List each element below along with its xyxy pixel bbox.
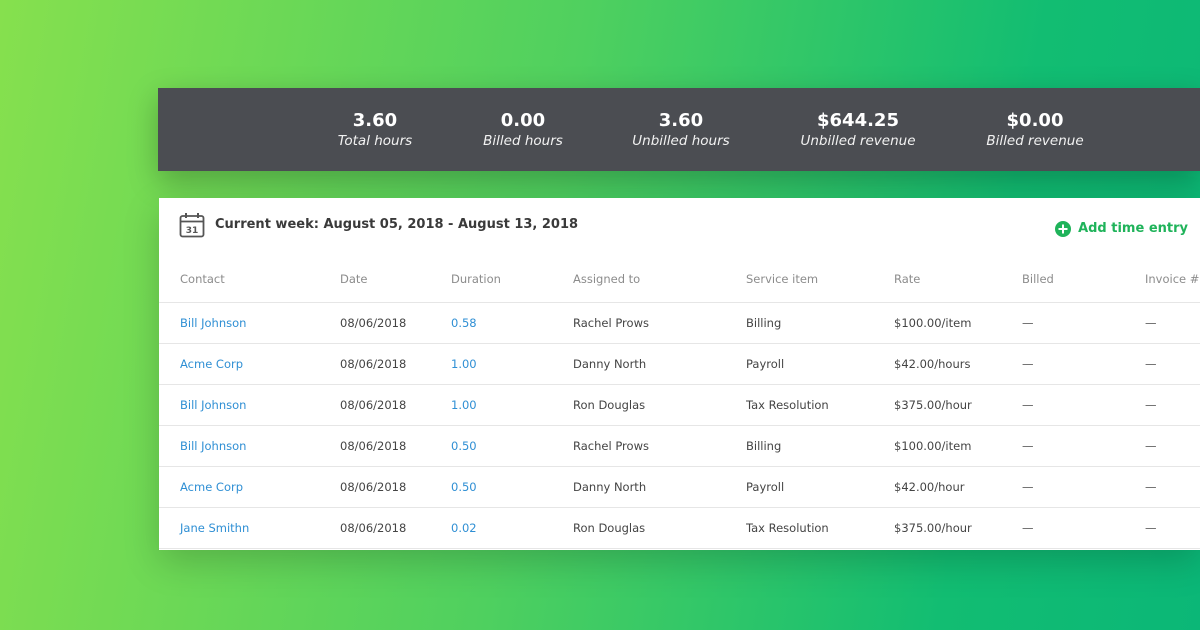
duration-link[interactable]: 0.02 <box>451 507 573 549</box>
service-item-cell: Billing <box>746 302 894 344</box>
assigned-to-cell: Rachel Prows <box>573 302 746 344</box>
service-item-cell: Billing <box>746 425 894 467</box>
invoice-cell: — <box>1145 425 1200 467</box>
stat-value: 3.60 <box>658 110 704 131</box>
current-week-title: Current week: August 05, 2018 - August 1… <box>215 217 579 232</box>
stat-value: 3.60 <box>352 110 398 131</box>
duration-link[interactable]: 0.50 <box>451 466 573 508</box>
stat-value: $644.25 <box>817 110 899 131</box>
invoice-cell: — <box>1145 466 1200 508</box>
table-row[interactable]: Bill Johnson 08/06/2018 0.58 Rachel Prows Bi… <box>159 302 1200 344</box>
contact-link[interactable]: Bill Johnson <box>159 384 340 426</box>
assigned-to-cell: Ron Douglas <box>573 384 746 426</box>
column-header-contact[interactable]: Contact <box>159 256 340 303</box>
table-row[interactable]: Jane Smithn 08/06/2018 0.02 Ron Douglas Tax … <box>159 507 1200 549</box>
rate-cell: $42.00/hours <box>894 343 1022 385</box>
invoice-cell: — <box>1145 507 1200 549</box>
billed-cell: — <box>1022 466 1145 508</box>
column-header-rate[interactable]: Rate <box>894 256 1022 303</box>
stat-total-hours: 3.60 Total hours <box>275 110 475 150</box>
date-cell: 08/06/2018 <box>340 507 451 549</box>
rate-cell: $42.00/hour <box>894 466 1022 508</box>
assigned-to-cell: Danny North <box>573 466 746 508</box>
contact-link[interactable]: Acme Corp <box>159 466 340 508</box>
contact-link[interactable]: Acme Corp <box>159 343 340 385</box>
invoice-cell: — <box>1145 384 1200 426</box>
invoice-cell: — <box>1145 302 1200 344</box>
rate-cell: $375.00/hour <box>894 384 1022 426</box>
date-cell: 08/06/2018 <box>340 343 451 385</box>
stat-label: Billed revenue <box>986 133 1084 149</box>
stat-billed-revenue: $0.00 Billed revenue <box>935 110 1135 150</box>
service-item-cell: Tax Resolution <box>746 384 894 426</box>
column-header-date[interactable]: Date <box>340 256 451 303</box>
time-entries-panel: 31 Current week: August 05, 2018 - Augus… <box>159 198 1200 550</box>
column-header-duration[interactable]: Duration <box>451 256 573 303</box>
stat-label: Unbilled revenue <box>800 133 916 149</box>
column-header-assigned-to[interactable]: Assigned to <box>573 256 746 303</box>
add-time-entry-button[interactable]: Add time entry <box>1055 220 1188 238</box>
rate-cell: $100.00/item <box>894 425 1022 467</box>
billed-cell: — <box>1022 343 1145 385</box>
stat-value: $0.00 <box>1006 110 1064 131</box>
rate-cell: $375.00/hour <box>894 507 1022 549</box>
date-cell: 08/06/2018 <box>340 384 451 426</box>
assigned-to-cell: Ron Douglas <box>573 507 746 549</box>
add-time-entry-label: Add time entry <box>1078 221 1188 236</box>
duration-link[interactable]: 0.58 <box>451 302 573 344</box>
rate-cell: $100.00/item <box>894 302 1022 344</box>
stat-label: Billed hours <box>483 133 563 149</box>
column-header-invoice[interactable]: Invoice # <box>1145 256 1200 303</box>
contact-link[interactable]: Bill Johnson <box>159 302 340 344</box>
invoice-cell: — <box>1145 343 1200 385</box>
table-row[interactable]: Bill Johnson 08/06/2018 0.50 Rachel Prows Bi… <box>159 425 1200 467</box>
stat-billed-hours: 0.00 Billed hours <box>423 110 623 150</box>
table-header-row: Contact Date Duration Assigned to Servic… <box>159 256 1200 303</box>
service-item-cell: Tax Resolution <box>746 507 894 549</box>
panel-header: 31 Current week: August 05, 2018 - Augus… <box>159 198 1200 256</box>
column-header-service-item[interactable]: Service item <box>746 256 894 303</box>
plus-circle-icon <box>1055 221 1072 237</box>
table-row[interactable]: Acme Corp 08/06/2018 1.00 Danny North Payrol… <box>159 343 1200 385</box>
time-entries-table: Contact Date Duration Assigned to Servic… <box>159 256 1200 549</box>
stat-unbilled-hours: 3.60 Unbilled hours <box>581 110 781 150</box>
billed-cell: — <box>1022 384 1145 426</box>
date-cell: 08/06/2018 <box>340 302 451 344</box>
table-row[interactable]: Acme Corp 08/06/2018 0.50 Danny North Payrol… <box>159 466 1200 508</box>
billed-cell: — <box>1022 425 1145 467</box>
date-cell: 08/06/2018 <box>340 425 451 467</box>
duration-link[interactable]: 0.50 <box>451 425 573 467</box>
billed-cell: — <box>1022 302 1145 344</box>
stat-label: Unbilled hours <box>632 133 730 149</box>
duration-link[interactable]: 1.00 <box>451 384 573 426</box>
table-row[interactable]: Bill Johnson 08/06/2018 1.00 Ron Douglas Tax… <box>159 384 1200 426</box>
service-item-cell: Payroll <box>746 343 894 385</box>
billed-cell: — <box>1022 507 1145 549</box>
contact-link[interactable]: Jane Smithn <box>159 507 340 549</box>
table-body: Bill Johnson 08/06/2018 0.58 Rachel Prows Bi… <box>159 302 1200 549</box>
assigned-to-cell: Rachel Prows <box>573 425 746 467</box>
date-cell: 08/06/2018 <box>340 466 451 508</box>
contact-link[interactable]: Bill Johnson <box>159 425 340 467</box>
summary-stats-bar: 3.60 Total hours 0.00 Billed hours 3.60 … <box>158 88 1200 171</box>
assigned-to-cell: Danny North <box>573 343 746 385</box>
stat-unbilled-revenue: $644.25 Unbilled revenue <box>758 110 958 150</box>
service-item-cell: Payroll <box>746 466 894 508</box>
stat-label: Total hours <box>337 133 413 149</box>
duration-link[interactable]: 1.00 <box>451 343 573 385</box>
stat-value: 0.00 <box>500 110 546 131</box>
calendar-icon: 31 <box>179 213 205 238</box>
column-header-billed[interactable]: Billed <box>1022 256 1145 303</box>
calendar-icon-day: 31 <box>186 226 199 236</box>
